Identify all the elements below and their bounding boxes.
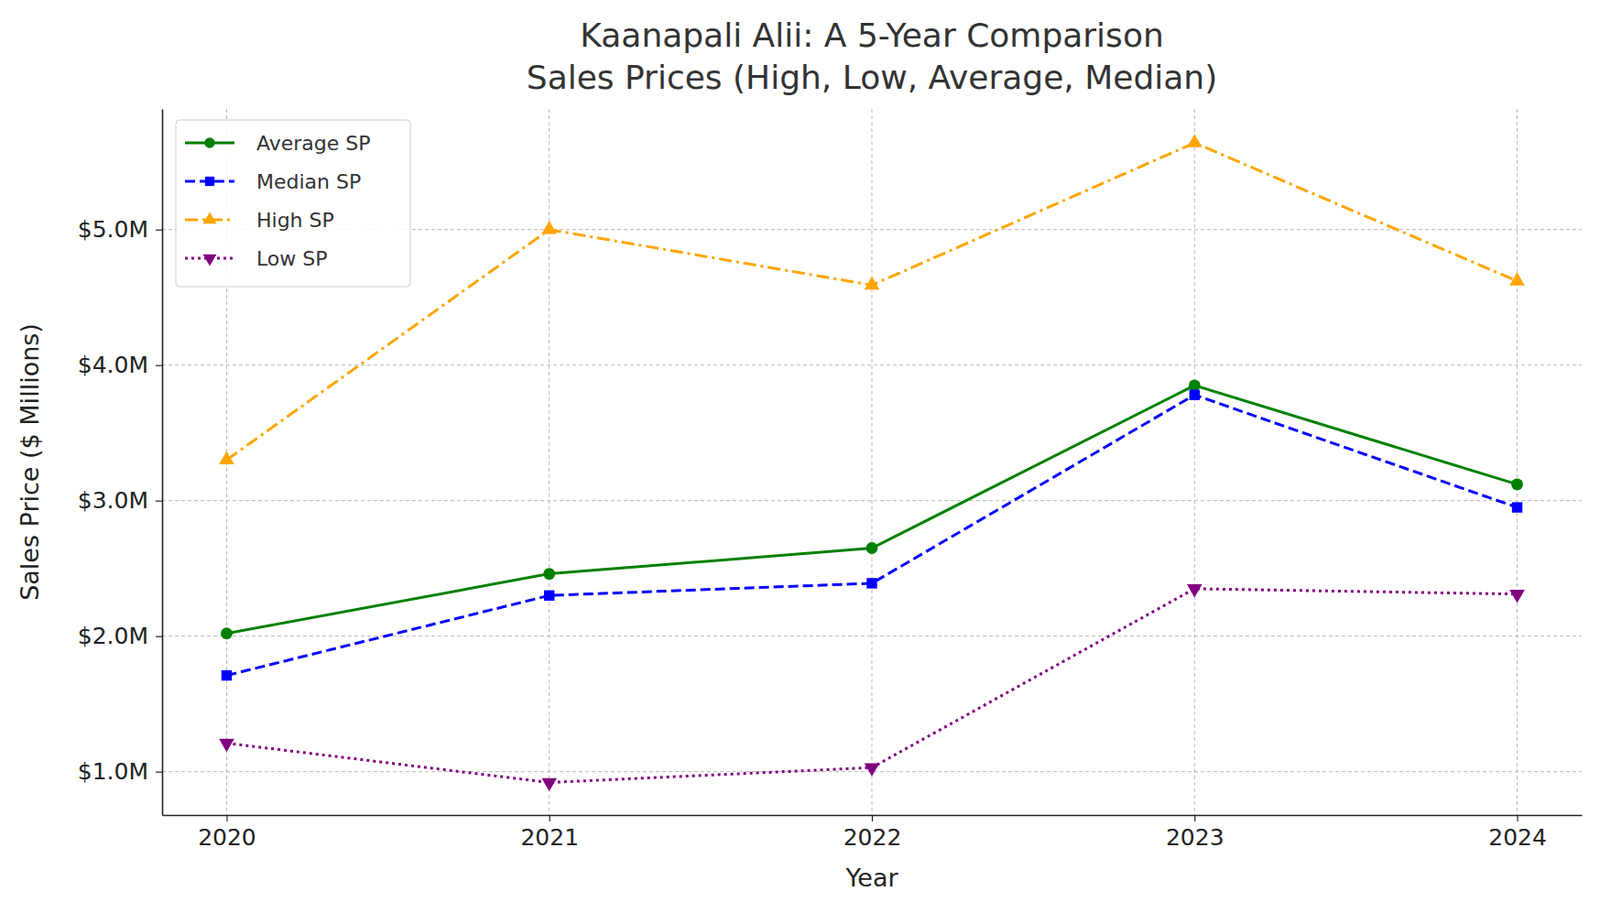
- tick: $4.0M: [77, 351, 163, 379]
- grid-line-x: [548, 108, 550, 816]
- legend-label: High SP: [256, 208, 335, 232]
- series-line: [226, 394, 1517, 675]
- title-line: Kaanapali Alii: A 5-Year Comparison: [579, 16, 1164, 55]
- series-marker: [866, 542, 879, 555]
- tick-label: $4.0M: [77, 351, 149, 379]
- legend-marker: [203, 211, 218, 224]
- series-marker: [1186, 584, 1203, 598]
- grid-line-y: [162, 635, 1582, 637]
- y-axis: $1.0M $2.0M $3.0M $4.0M $5.0M: [77, 109, 164, 817]
- series-marker: [1189, 390, 1200, 401]
- tick: $2.0M: [77, 622, 163, 650]
- grid: [162, 108, 1582, 816]
- series-marker: [864, 276, 881, 290]
- tick-mark: [549, 815, 551, 822]
- legend: Average SP Median SP High SP Low SP: [175, 119, 411, 287]
- series-marker: [1186, 133, 1203, 147]
- x-axis: 2020 2021 2022 2023 2024: [163, 815, 1583, 851]
- tick-mark: [1194, 815, 1196, 822]
- series-marker: [864, 762, 881, 776]
- series-marker: [866, 577, 877, 588]
- tick-mark: [871, 815, 873, 822]
- grid-line-x: [871, 108, 873, 816]
- series-marker: [1509, 589, 1525, 603]
- tick-mark: [226, 815, 228, 822]
- axis-line: [162, 109, 164, 817]
- tick-mark: [155, 636, 163, 638]
- legend-marker: [203, 254, 218, 267]
- tick: 2024: [1488, 815, 1547, 851]
- tick-label: 2023: [1165, 824, 1225, 851]
- tick: 2022: [843, 815, 903, 851]
- tick: $5.0M: [77, 216, 163, 243]
- series-marker: [1511, 478, 1524, 490]
- tick: $3.0M: [77, 487, 163, 514]
- tick-label: 2022: [843, 824, 903, 851]
- series-marker: [1188, 379, 1201, 392]
- grid-line-x: [1516, 108, 1518, 816]
- series-marker: [541, 220, 557, 234]
- series-marker: [220, 627, 233, 640]
- tick-label: $3.0M: [77, 487, 149, 514]
- series-line: [226, 385, 1517, 634]
- tick-mark: [155, 229, 163, 231]
- tick: 2021: [520, 815, 579, 851]
- legend-marker: [204, 137, 216, 149]
- legend-label: Low SP: [256, 247, 328, 271]
- tick-mark: [155, 772, 163, 773]
- grid-line-y: [162, 500, 1582, 501]
- legend-box: [175, 119, 411, 287]
- legend-marker: [205, 176, 215, 186]
- series-marker: [218, 739, 235, 752]
- series-line: [226, 142, 1517, 460]
- tick-label: $2.0M: [77, 622, 149, 650]
- tick: $1.0M: [77, 758, 163, 785]
- title-line: Sales Prices (High, Low, Average, Median…: [526, 58, 1218, 97]
- plot-area: [218, 133, 1525, 792]
- chart: 2020 2021 2022 2023 2024 $1.0M $2.0M $3.0M $4.0M…: [0, 0, 1600, 913]
- series-marker: [541, 778, 557, 792]
- y-axis-label: Sales Price ($ Millions): [15, 323, 44, 601]
- chart-container: 2020 2021 2022 2023 2024 $1.0M $2.0M $3.0M $4.0M…: [0, 0, 1600, 913]
- title: Kaanapali Alii: A 5-Year ComparisonSales…: [526, 16, 1218, 97]
- tick-label: 2020: [197, 824, 257, 851]
- legend-label: Average SP: [256, 131, 371, 155]
- tick: 2020: [197, 815, 257, 851]
- tick-mark: [1516, 815, 1518, 822]
- grid-line-y: [162, 364, 1582, 366]
- legend-label: Median SP: [256, 170, 361, 194]
- series-marker: [544, 590, 555, 601]
- tick-label: 2021: [520, 824, 579, 851]
- series-line: [226, 588, 1517, 784]
- tick-label: $1.0M: [77, 758, 149, 785]
- x-axis-label: Year: [844, 863, 899, 893]
- tick: 2023: [1165, 815, 1225, 851]
- grid-line-x: [1194, 108, 1196, 816]
- tick-label: 2024: [1488, 824, 1547, 851]
- tick-mark: [155, 365, 163, 367]
- series-marker: [218, 451, 235, 465]
- series-marker: [221, 670, 232, 681]
- series-marker: [543, 567, 556, 580]
- tick-label: $5.0M: [77, 216, 149, 243]
- tick-mark: [155, 500, 163, 502]
- series-marker: [1512, 501, 1523, 512]
- series-marker: [1509, 272, 1525, 285]
